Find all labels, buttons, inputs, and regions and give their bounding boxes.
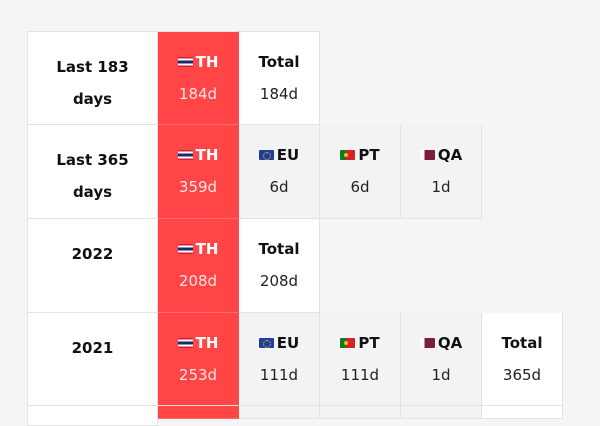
days-count: 208d bbox=[178, 272, 218, 290]
country-cell-qa[interactable]: QA 1d bbox=[401, 125, 482, 219]
country-code: TH bbox=[195, 334, 219, 352]
country-cell-th[interactable] bbox=[158, 405, 239, 419]
row-label-line: Last 183 bbox=[56, 58, 129, 76]
row-label: 2022 bbox=[27, 219, 158, 313]
country-code: TH bbox=[195, 240, 219, 258]
row-label-line: 2022 bbox=[71, 245, 114, 263]
total-label: Total bbox=[258, 240, 300, 258]
country-cell[interactable] bbox=[239, 405, 320, 419]
row-label: Last 183 days bbox=[27, 31, 158, 125]
country-cell-th[interactable]: TH 359d bbox=[158, 125, 239, 219]
country-code: PT bbox=[358, 334, 380, 352]
th-flag-icon bbox=[177, 150, 193, 160]
qa-flag-icon bbox=[419, 150, 435, 160]
days-count: 1d bbox=[431, 178, 451, 196]
total-cell bbox=[482, 405, 563, 419]
table-row: Last 183 days TH 184d Total 184d bbox=[27, 31, 563, 125]
row-label-line: days bbox=[72, 183, 113, 201]
country-code: EU bbox=[276, 146, 300, 164]
eu-flag-icon bbox=[258, 338, 274, 348]
days-count: 6d bbox=[269, 178, 289, 196]
days-count: 365d bbox=[502, 366, 542, 384]
total-label: Total bbox=[258, 53, 300, 71]
days-count: 111d bbox=[259, 366, 299, 384]
table-row: 2022 TH 208d Total 208d bbox=[27, 219, 563, 313]
country-cell[interactable] bbox=[320, 405, 401, 419]
th-flag-icon bbox=[177, 338, 193, 348]
country-cell-th[interactable]: TH 184d bbox=[158, 31, 239, 125]
days-count: 111d bbox=[340, 366, 380, 384]
country-code: QA bbox=[437, 146, 463, 164]
days-count: 6d bbox=[350, 178, 370, 196]
country-cell-qa[interactable]: QA 1d bbox=[401, 313, 482, 407]
qa-flag-icon bbox=[419, 338, 435, 348]
country-cell-pt[interactable]: PT 6d bbox=[320, 125, 401, 219]
total-cell: Total 184d bbox=[239, 31, 320, 125]
table-row: 2021 TH 253d EU 111d PT 111d QA 1d Total… bbox=[27, 313, 563, 407]
total-cell: Total 208d bbox=[239, 219, 320, 313]
days-count: 208d bbox=[259, 272, 299, 290]
days-count: 253d bbox=[178, 366, 218, 384]
eu-flag-icon bbox=[258, 150, 274, 160]
country-cell-th[interactable]: TH 253d bbox=[158, 313, 239, 407]
travel-days-table: Last 183 days TH 184d Total 184d Last 36… bbox=[27, 31, 563, 407]
row-label-line: 2021 bbox=[71, 339, 114, 357]
row-label bbox=[27, 405, 158, 426]
th-flag-icon bbox=[177, 57, 193, 67]
row-label-line: Last 365 bbox=[56, 151, 129, 169]
total-label: Total bbox=[501, 334, 543, 352]
days-count: 359d bbox=[178, 178, 218, 196]
country-code: QA bbox=[437, 334, 463, 352]
th-flag-icon bbox=[177, 244, 193, 254]
country-code: EU bbox=[276, 334, 300, 352]
country-cell-eu[interactable]: EU 111d bbox=[239, 313, 320, 407]
pt-flag-icon bbox=[340, 150, 356, 160]
country-cell-th[interactable]: TH 208d bbox=[158, 219, 239, 313]
country-code: TH bbox=[195, 146, 219, 164]
days-count: 184d bbox=[178, 85, 218, 103]
country-code: TH bbox=[195, 53, 219, 71]
row-label: Last 365 days bbox=[27, 125, 158, 219]
country-cell-eu[interactable]: EU 6d bbox=[239, 125, 320, 219]
row-label: 2021 bbox=[27, 313, 158, 407]
days-count: 1d bbox=[431, 366, 451, 384]
row-label-line: days bbox=[72, 90, 113, 108]
table-row: Last 365 days TH 359d EU 6d PT 6d QA 1d bbox=[27, 125, 563, 219]
total-cell: Total 365d bbox=[482, 313, 563, 407]
country-cell[interactable] bbox=[401, 405, 482, 419]
pt-flag-icon bbox=[340, 338, 356, 348]
country-cell-pt[interactable]: PT 111d bbox=[320, 313, 401, 407]
days-count: 184d bbox=[259, 85, 299, 103]
country-code: PT bbox=[358, 146, 380, 164]
table-row-partial bbox=[27, 405, 563, 426]
